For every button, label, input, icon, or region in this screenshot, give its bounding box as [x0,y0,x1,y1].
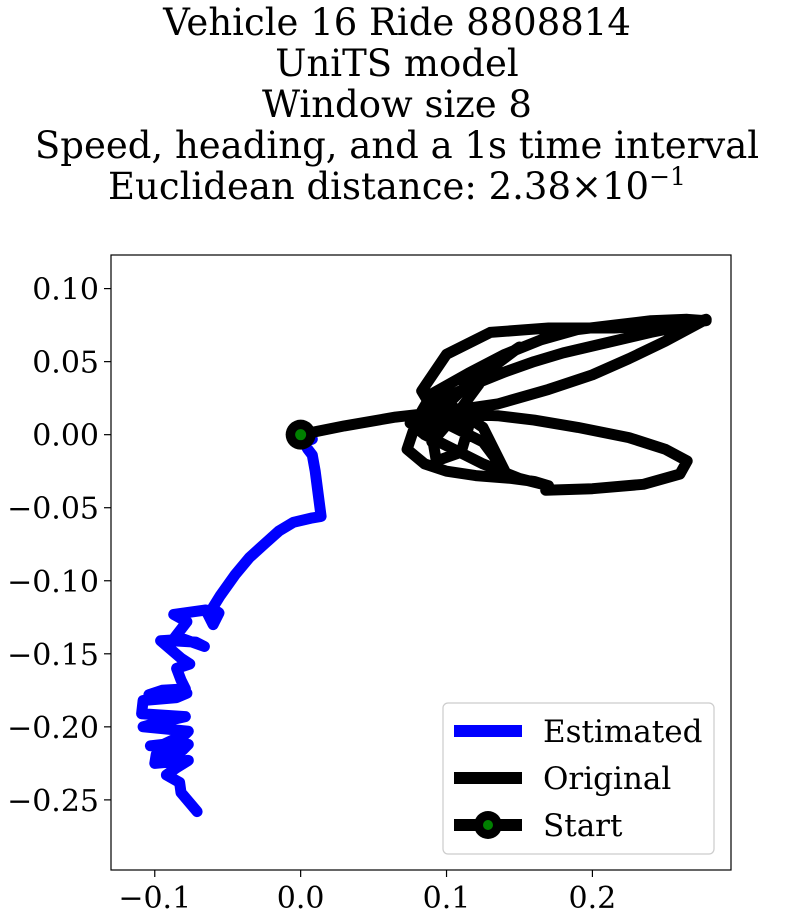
axes-frame [110,254,732,871]
legend-original-label: Original [543,761,671,797]
x-tick-label: 0.2 [569,881,617,916]
legend-start-marker-dot [483,820,493,830]
title-line-4: Speed, heading, and a 1s time interval [34,124,760,167]
title-line-1: Vehicle 16 Ride 8808814 [163,1,631,44]
series-line-original [295,313,712,496]
y-tick-label: 0.00 [32,419,99,454]
chart-title: Vehicle 16 Ride 8808814 UniTS model Wind… [0,2,794,207]
title-line-2: UniTS model [275,42,519,85]
legend: Estimated Original Start [442,702,715,855]
y-tick-label: −0.20 [7,711,99,746]
title-exponent: −1 [649,162,686,191]
title-line-5: Euclidean distance: 2.38×10−1 [0,164,794,208]
x-tick-label: 0.0 [277,881,325,916]
y-tick-label: −0.25 [7,784,99,819]
title-line-3: Window size 8 [262,83,532,126]
y-tick-label: −0.15 [7,638,99,673]
series-layer [136,313,712,818]
legend-estimated-label: Estimated [543,714,702,750]
series-line-estimated [136,429,327,818]
y-tick-label: 0.10 [32,273,99,308]
title-distance-prefix: Euclidean distance: 2.38 [108,165,571,208]
start-marker-dot [295,429,307,441]
title-exponent-base: 10 [602,165,650,208]
y-tick-label: −0.10 [7,565,99,600]
legend-start-label: Start [543,808,623,844]
title-times-sign: × [570,165,602,208]
x-tick-label: −0.1 [118,881,191,916]
ticks-layer: −0.1 0.0 0.1 0.2 0.10 0.05 0.00 −0.05 −0.10 −0.15… [7,273,616,916]
legend-box [442,702,715,855]
x-tick-label: 0.1 [423,881,471,916]
y-tick-label: 0.05 [32,346,99,381]
y-tick-label: −0.05 [7,492,99,527]
